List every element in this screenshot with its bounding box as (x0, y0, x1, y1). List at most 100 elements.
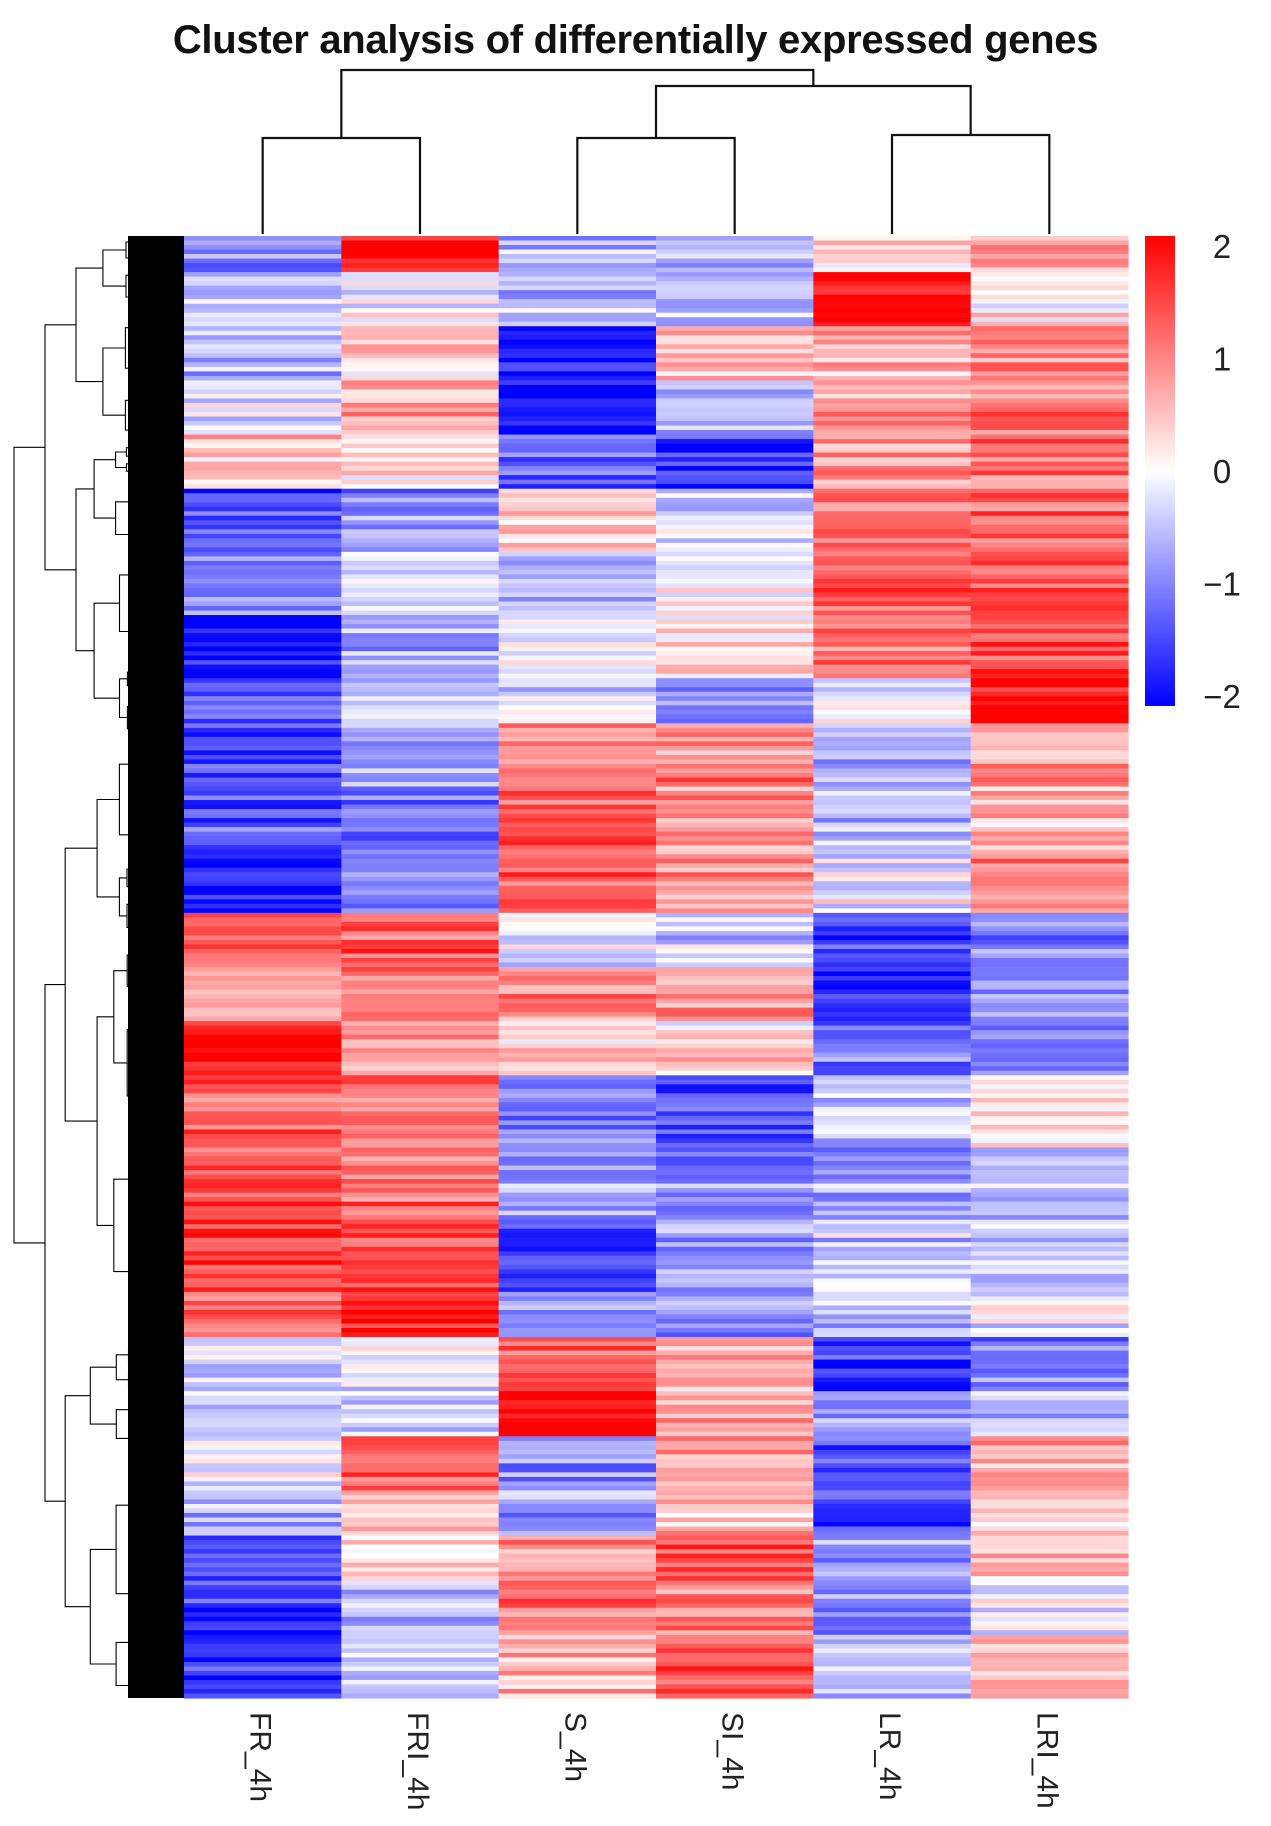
heat-cell-SI_4h (656, 560, 814, 566)
heat-cell-FRI_4h (341, 1170, 500, 1176)
heat-cell-SI_4h (656, 1264, 814, 1270)
heat-cell-S_4h (498, 1115, 657, 1122)
heat-cell-FR_4h (184, 1400, 342, 1406)
heat-cell-FR_4h (184, 312, 342, 318)
heat-cell-SI_4h (656, 569, 814, 576)
heat-cell-S_4h (498, 1034, 657, 1040)
heat-cell-SI_4h (656, 903, 814, 909)
heat-cell-S_4h (498, 1567, 657, 1573)
heat-cell-FRI_4h (341, 1535, 500, 1541)
heat-cell-SI_4h (656, 1021, 814, 1027)
heat-cell-FR_4h (184, 691, 342, 697)
heat-cell-FRI_4h (341, 551, 500, 557)
heat-cell-LR_4h (813, 1309, 972, 1316)
heat-cell-LRI_4h (970, 1012, 1129, 1018)
heat-cell-FRI_4h (341, 294, 500, 300)
heat-cell-FRI_4h (341, 281, 500, 287)
heat-cell-LR_4h (813, 1481, 972, 1487)
heat-cell-FRI_4h (341, 299, 500, 305)
heat-cell-LRI_4h (970, 1278, 1129, 1284)
heat-cell-LR_4h (813, 254, 972, 260)
heat-cell-LRI_4h (970, 1512, 1129, 1519)
heat-cell-SI_4h (656, 849, 814, 855)
heat-cell-LR_4h (813, 1634, 972, 1640)
heat-cell-S_4h (498, 1215, 657, 1221)
heat-cell-LR_4h (813, 980, 972, 986)
heat-cell-LRI_4h (970, 1282, 1129, 1288)
heat-cell-LR_4h (813, 1287, 972, 1293)
heat-cell-S_4h (498, 1630, 657, 1636)
heat-cell-FR_4h (184, 890, 342, 896)
heat-cell-LR_4h (813, 1580, 972, 1586)
heat-cell-LRI_4h (970, 1562, 1129, 1568)
heat-cell-LR_4h (813, 1314, 972, 1320)
heat-cell-FR_4h (184, 1332, 342, 1338)
heat-cell-LRI_4h (970, 727, 1129, 733)
heat-cell-S_4h (498, 1400, 657, 1406)
heat-cell-FR_4h (184, 633, 342, 639)
heat-cell-S_4h (498, 1070, 657, 1076)
heat-cell-S_4h (498, 700, 657, 706)
heat-cell-S_4h (498, 1382, 657, 1388)
heat-cell-S_4h (498, 1183, 657, 1189)
heat-cell-SI_4h (656, 375, 814, 381)
heat-cell-FRI_4h (341, 1052, 500, 1058)
heat-cell-FR_4h (184, 1684, 342, 1690)
heat-cell-S_4h (498, 633, 657, 639)
heat-cell-FR_4h (184, 335, 342, 341)
heat-cell-S_4h (498, 980, 657, 986)
heat-cell-SI_4h (656, 1391, 814, 1397)
heat-cell-LR_4h (813, 772, 972, 779)
heat-cell-SI_4h (656, 1291, 814, 1297)
heat-cell-FR_4h (184, 1188, 342, 1194)
heat-cell-LR_4h (813, 596, 972, 603)
heat-cell-FRI_4h (341, 601, 500, 607)
heat-cell-SI_4h (656, 1088, 814, 1094)
heat-cell-LR_4h (813, 1070, 972, 1076)
heat-cell-FR_4h (184, 601, 342, 607)
heat-cell-S_4h (498, 1540, 657, 1546)
heat-cell-LR_4h (813, 863, 972, 869)
heat-cell-S_4h (498, 583, 657, 589)
column-label-lri_4h: LRI_4h (1030, 1712, 1063, 1809)
heat-cell-LR_4h (813, 804, 972, 810)
heat-cell-FR_4h (184, 957, 342, 964)
heat-cell-LRI_4h (970, 1603, 1129, 1609)
heat-cell-LRI_4h (970, 533, 1129, 539)
heat-cell-LR_4h (813, 1413, 972, 1419)
heat-cell-LR_4h (813, 1391, 972, 1397)
heat-cell-FRI_4h (341, 1427, 500, 1433)
heat-cell-FR_4h (184, 411, 342, 418)
heat-cell-S_4h (498, 1124, 657, 1131)
heat-cell-SI_4h (656, 1350, 814, 1356)
heat-cell-LRI_4h (970, 497, 1129, 503)
heat-cell-LR_4h (813, 439, 972, 445)
heat-cell-SI_4h (656, 1192, 814, 1198)
heat-cell-LR_4h (813, 633, 972, 639)
heat-cell-LR_4h (813, 1472, 972, 1478)
heat-cell-FRI_4h (341, 380, 500, 386)
heat-cell-FR_4h (184, 944, 342, 950)
heat-cell-FRI_4h (341, 461, 500, 467)
heat-cell-S_4h (498, 520, 657, 526)
heat-cell-FR_4h (184, 953, 342, 959)
heat-cell-S_4h (498, 1048, 657, 1054)
heat-cell-S_4h (498, 1625, 657, 1631)
heat-cell-LRI_4h (970, 1449, 1129, 1455)
heat-cell-FRI_4h (341, 1327, 500, 1334)
heat-cell-SI_4h (656, 1409, 814, 1415)
heat-cell-S_4h (498, 709, 657, 715)
heat-cell-FRI_4h (341, 687, 500, 693)
heat-cell-SI_4h (656, 732, 814, 738)
heat-cell-LRI_4h (970, 1395, 1129, 1401)
heat-cell-FR_4h (184, 1346, 342, 1352)
heat-cell-LRI_4h (970, 1472, 1129, 1478)
heat-cell-FR_4h (184, 1070, 342, 1076)
heat-cell-S_4h (498, 1147, 657, 1153)
heat-cell-S_4h (498, 831, 657, 837)
heat-cell-FRI_4h (341, 1630, 500, 1636)
heat-cell-FR_4h (184, 809, 342, 815)
heat-cell-S_4h (498, 795, 657, 801)
heat-cell-S_4h (498, 1467, 657, 1473)
heat-cell-SI_4h (656, 1070, 814, 1076)
